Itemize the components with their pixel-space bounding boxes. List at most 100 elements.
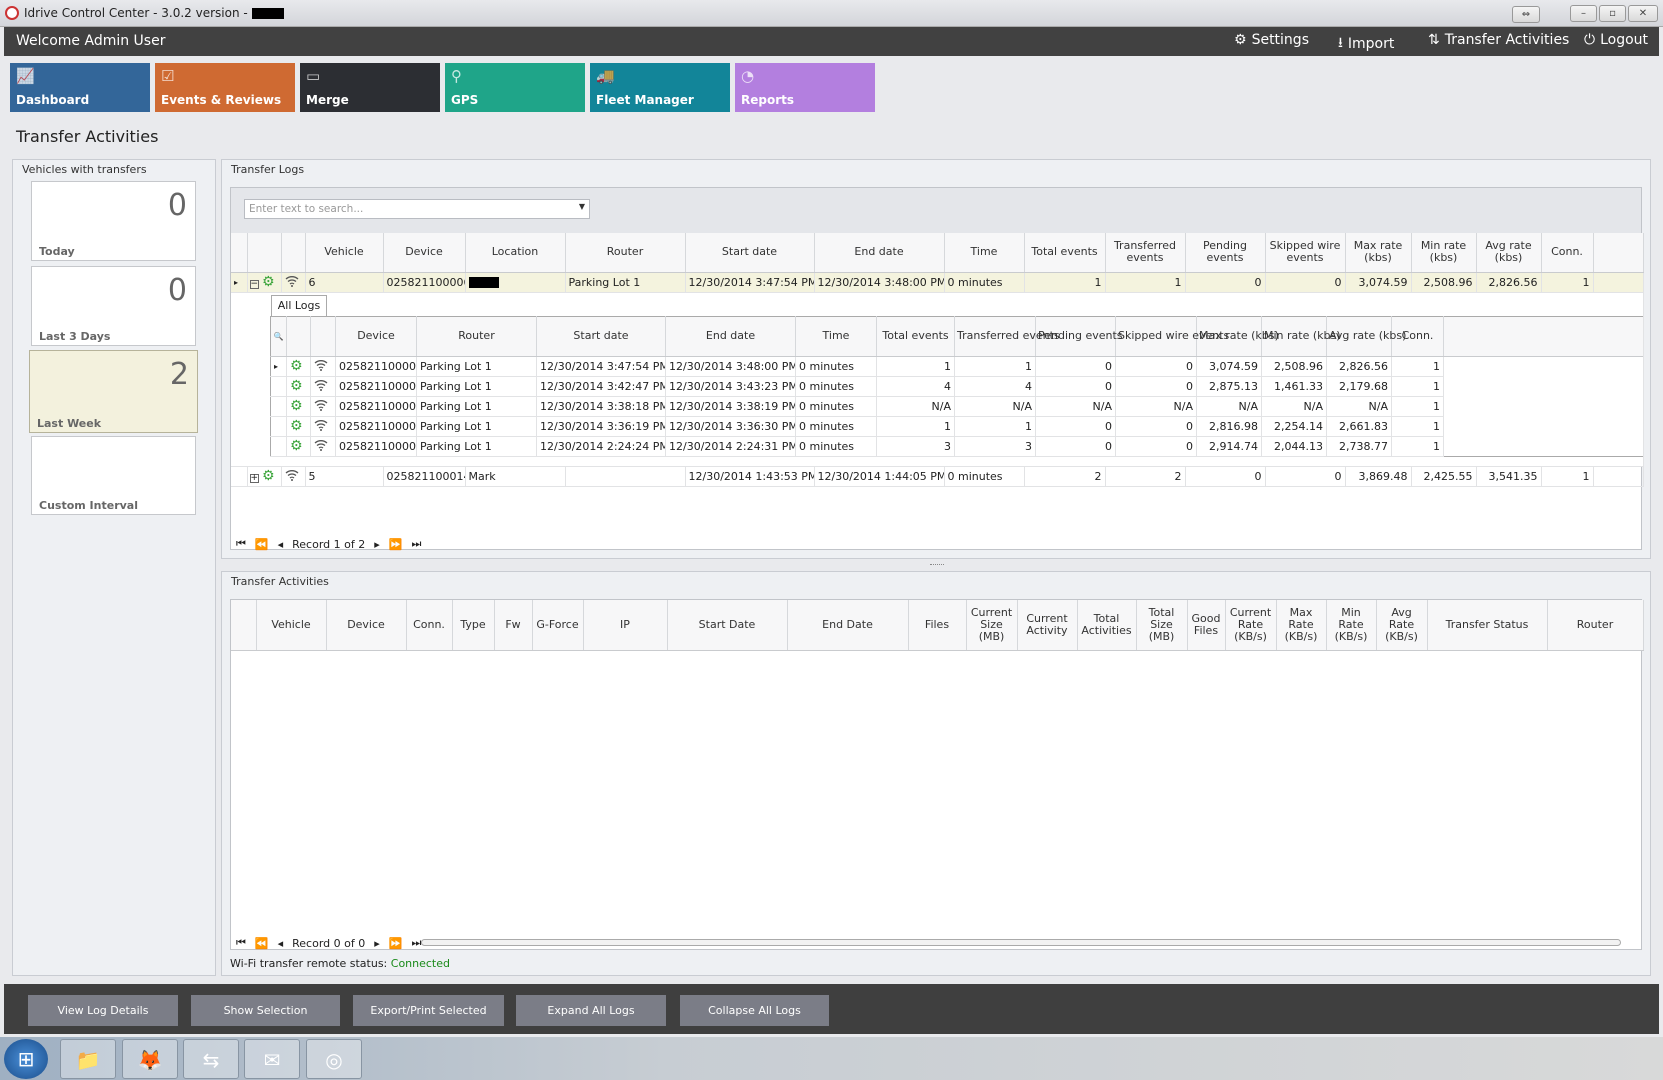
column-header[interactable]: Transfer Status xyxy=(1427,600,1548,651)
column-header[interactable]: Total Activities xyxy=(1077,600,1137,651)
column-header[interactable]: Files xyxy=(908,600,967,651)
column-header[interactable]: Current Rate (KB/s) xyxy=(1225,600,1277,651)
column-header[interactable]: Pending events xyxy=(1185,233,1266,273)
card-last-week[interactable]: 2 Last Week xyxy=(29,350,198,433)
column-header[interactable]: Transferred events xyxy=(1105,233,1186,273)
vehicle-row[interactable]: + ⚙ 5 025821100014 Mark 12/30/2014 1:43:53 P… xyxy=(231,466,1644,487)
prev-page-group-icon[interactable]: ⏪ xyxy=(254,936,269,950)
idrive-app-icon[interactable]: ◎ xyxy=(306,1039,362,1079)
maximize-button[interactable]: ▫ xyxy=(1599,5,1626,22)
column-header[interactable]: Start date xyxy=(685,233,815,273)
column-header[interactable] xyxy=(310,316,336,357)
column-header[interactable]: Max rate (kbs) xyxy=(1345,233,1412,273)
tile-merge[interactable]: ▭ Merge xyxy=(300,63,440,112)
column-header[interactable]: Conn. xyxy=(406,600,453,651)
tile-gps[interactable]: ⚲ GPS xyxy=(445,63,585,112)
column-header[interactable]: Device xyxy=(335,316,417,357)
minimize-button[interactable]: – xyxy=(1570,5,1597,22)
column-header[interactable]: Time xyxy=(944,233,1025,273)
expand-all-logs-button[interactable]: Expand All Logs xyxy=(516,995,666,1026)
column-header[interactable] xyxy=(1443,316,1642,357)
logout-menu[interactable]: ⏻ Logout xyxy=(1584,32,1648,48)
windows-start-icon[interactable]: ⊞ xyxy=(4,1039,48,1079)
column-header[interactable]: Vehicle xyxy=(256,600,327,651)
prev-record-icon[interactable]: ◂ xyxy=(277,936,284,950)
last-page-icon[interactable]: ⏭ xyxy=(411,936,422,949)
horizontal-scrollbar[interactable] xyxy=(421,939,1621,946)
column-header[interactable]: Current Activity xyxy=(1017,600,1078,651)
first-page-icon[interactable]: ⏮ xyxy=(236,537,246,550)
column-header[interactable]: Avg rate (kbs) xyxy=(1326,316,1406,357)
export-print-selected-button[interactable]: Export/Print Selected xyxy=(353,995,504,1026)
show-selection-button[interactable]: Show Selection xyxy=(191,995,340,1026)
column-header[interactable]: Avg Rate (KB/s) xyxy=(1376,600,1428,651)
next-record-icon[interactable]: ▸ xyxy=(374,537,380,551)
column-header[interactable]: Current Size (MB) xyxy=(966,600,1018,651)
prev-record-icon[interactable]: ◂ xyxy=(277,537,284,551)
close-button[interactable]: ✕ xyxy=(1628,5,1658,22)
column-header[interactable] xyxy=(231,233,248,273)
tab-all-logs[interactable]: All Logs xyxy=(271,294,327,316)
log-row[interactable]: ▸ ⚙ 025821100006 Parking Lot 1 12/30/2014 3:… xyxy=(270,356,1643,377)
import-menu[interactable]: ⭳ Import xyxy=(1338,32,1394,56)
column-header[interactable]: End date xyxy=(665,316,796,357)
resize-toggle-button[interactable]: ⇔ xyxy=(1512,6,1540,23)
column-header[interactable]: Router xyxy=(565,233,686,273)
firefox-icon[interactable]: 🦊 xyxy=(122,1039,178,1079)
column-header[interactable]: Max rate (kbs) xyxy=(1196,316,1279,357)
column-header[interactable]: Vehicle xyxy=(305,233,384,273)
view-log-details-button[interactable]: View Log Details xyxy=(28,995,178,1026)
tile-dashboard[interactable]: 📈 Dashboard xyxy=(10,63,150,112)
transfer-activities-menu[interactable]: ⇅ Transfer Activities xyxy=(1428,32,1569,48)
mail-icon[interactable]: ✉ xyxy=(244,1039,300,1079)
column-header[interactable]: IP xyxy=(583,600,668,651)
column-header[interactable]: End date xyxy=(814,233,945,273)
column-header[interactable]: Start date xyxy=(536,316,666,357)
column-header[interactable]: Conn. xyxy=(1541,233,1594,273)
column-header[interactable]: Location xyxy=(465,233,566,273)
column-header[interactable] xyxy=(1593,233,1644,273)
column-header[interactable]: Start Date xyxy=(667,600,788,651)
column-header[interactable]: G-Force xyxy=(532,600,584,651)
column-header[interactable]: Router xyxy=(416,316,537,357)
column-header[interactable]: Avg rate (kbs) xyxy=(1476,233,1542,273)
expand-toggle[interactable]: + ⚙ xyxy=(247,466,282,487)
column-header[interactable]: Min rate (kbs) xyxy=(1411,233,1477,273)
column-header[interactable]: Pending events xyxy=(1035,316,1123,357)
log-row[interactable]: ⚙ 025821100006 Parking Lot 1 12/30/2014 2:2… xyxy=(270,436,1643,457)
column-header[interactable]: Transferred events xyxy=(954,316,1060,357)
dropdown-arrow-icon[interactable]: ▼ xyxy=(578,202,585,211)
first-page-icon[interactable]: ⏮ xyxy=(236,936,246,949)
tile-fleet-manager[interactable]: 🚚 Fleet Manager xyxy=(590,63,730,112)
next-page-group-icon[interactable]: ⏩ xyxy=(388,936,403,950)
column-header[interactable]: Router xyxy=(1547,600,1644,651)
file-explorer-icon[interactable]: 📁 xyxy=(60,1039,116,1079)
column-header[interactable]: Max Rate (KB/s) xyxy=(1276,600,1327,651)
expand-toggle[interactable]: − ⚙ xyxy=(247,272,282,293)
collapse-icon[interactable]: − xyxy=(249,279,259,289)
column-header[interactable]: Skipped wire events xyxy=(1115,316,1229,357)
card-last-3-days[interactable]: 0 Last 3 Days xyxy=(31,266,196,346)
tile-events-reviews[interactable]: ☑ Events & Reviews xyxy=(155,63,295,112)
column-header[interactable]: End Date xyxy=(787,600,909,651)
column-header[interactable]: Device xyxy=(383,233,466,273)
column-header[interactable]: Time xyxy=(795,316,877,357)
vehicle-row[interactable]: ▸ − ⚙ 6 025821100006 Parking Lot 1 12/30/2014… xyxy=(231,272,1644,293)
next-page-group-icon[interactable]: ⏩ xyxy=(388,537,403,551)
collapse-all-logs-button[interactable]: Collapse All Logs xyxy=(680,995,829,1026)
column-header[interactable]: Fw xyxy=(494,600,533,651)
column-header[interactable]: Conn. xyxy=(1391,316,1444,357)
next-record-icon[interactable]: ▸ xyxy=(374,936,380,950)
column-header[interactable]: Min Rate (KB/s) xyxy=(1326,600,1377,651)
settings-menu[interactable]: ⚙ Settings xyxy=(1234,32,1309,48)
teamviewer-icon[interactable]: ⇆ xyxy=(183,1039,239,1079)
column-header[interactable]: Type xyxy=(452,600,495,651)
log-row[interactable]: ⚙ 025821100006 Parking Lot 1 12/30/2014 3:3… xyxy=(270,396,1643,417)
card-custom-interval[interactable]: Custom Interval xyxy=(31,436,196,515)
log-row[interactable]: ⚙ 025821100006 Parking Lot 1 12/30/2014 3:4… xyxy=(270,376,1643,397)
column-header[interactable]: Total events xyxy=(876,316,955,357)
column-header[interactable]: Skipped wire events xyxy=(1265,233,1346,273)
column-header[interactable] xyxy=(286,316,311,357)
column-header[interactable]: Total Size (MB) xyxy=(1136,600,1188,651)
splitter-handle[interactable] xyxy=(930,564,944,566)
